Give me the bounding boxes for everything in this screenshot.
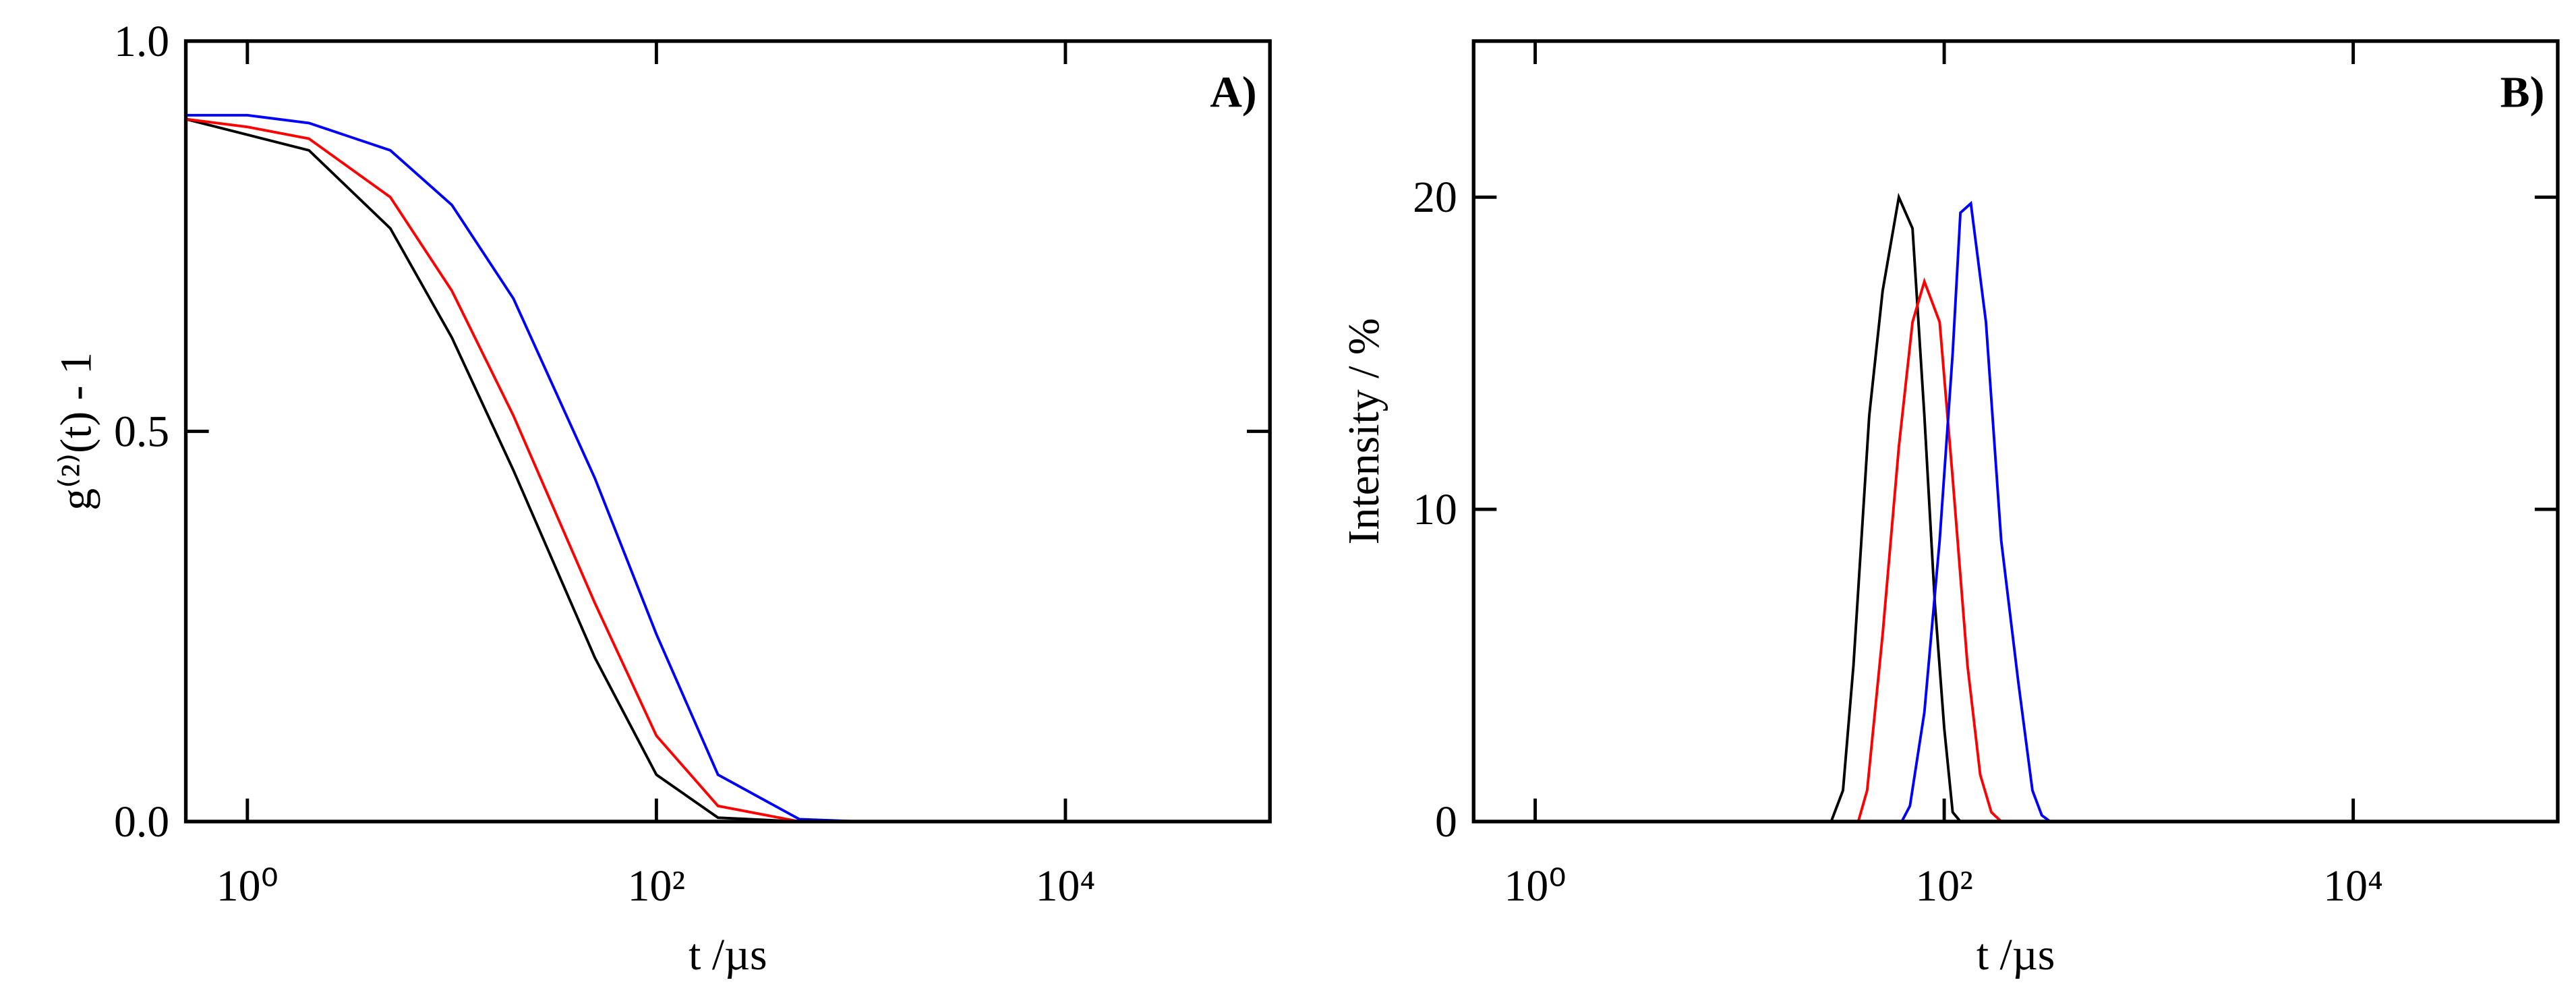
x-axis-label: t /µs	[1977, 930, 2055, 979]
y-tick-label: 20	[1413, 173, 1457, 222]
x-axis-label: t /µs	[689, 930, 767, 979]
y-tick-label: 0.5	[114, 407, 169, 456]
x-tick-label: 10⁴	[1036, 861, 1096, 911]
plot-frame	[1471, 39, 2560, 824]
data-line	[185, 117, 1270, 823]
data-line	[1473, 200, 2558, 823]
x-tick-label: 10²	[628, 861, 685, 911]
panel-label: B)	[2500, 67, 2545, 117]
data-line	[185, 117, 1270, 823]
y-tick-label: 0.0	[114, 797, 169, 847]
plot-frame	[183, 39, 1272, 824]
y-tick-label: 1.0	[114, 17, 169, 66]
data-line	[1473, 192, 2558, 823]
y-axis-label: g⁽²⁾(t) - 1	[51, 352, 100, 511]
x-tick-label: 10²	[1915, 861, 1972, 911]
y-axis-label: Intensity / %	[1339, 318, 1388, 544]
y-tick-label: 10	[1413, 485, 1457, 534]
x-tick-label: 10⁴	[2323, 861, 2383, 911]
data-line	[185, 113, 1270, 823]
x-tick-label: 10⁰	[216, 861, 279, 911]
y-tick-label: 0	[1435, 797, 1457, 847]
x-tick-label: 10⁰	[1504, 861, 1566, 911]
data-line	[1473, 277, 2558, 823]
panel-label: A)	[1210, 67, 1256, 117]
